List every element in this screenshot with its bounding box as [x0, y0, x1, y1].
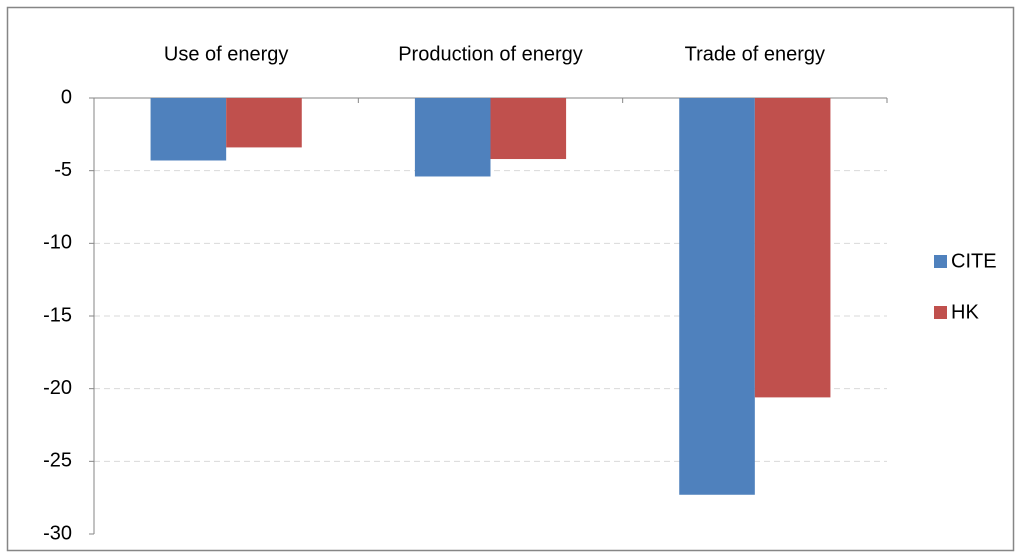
y-tick-label: -25: [43, 450, 72, 472]
legend-swatch: [934, 255, 947, 268]
x-tick-label: Production of energy: [398, 43, 583, 65]
y-tick-label: -15: [43, 304, 72, 326]
chart-frame: [6, 6, 1015, 552]
y-tick-label: -5: [54, 159, 72, 181]
x-tick-label: Use of energy: [164, 43, 289, 65]
bar: [414, 98, 491, 177]
y-tick-label: -30: [43, 522, 72, 544]
y-tick-label: 0: [61, 86, 72, 108]
legend-label: CITE: [951, 250, 997, 272]
y-tick-label: -10: [43, 232, 72, 254]
y-tick-label: -20: [43, 377, 72, 399]
bar: [754, 98, 831, 398]
legend-swatch: [934, 306, 947, 319]
bar: [490, 98, 567, 160]
bar: [150, 98, 227, 161]
bar: [226, 98, 302, 148]
legend-label: HK: [951, 301, 979, 323]
x-tick-label: Trade of energy: [685, 43, 825, 65]
bar: [679, 98, 755, 495]
